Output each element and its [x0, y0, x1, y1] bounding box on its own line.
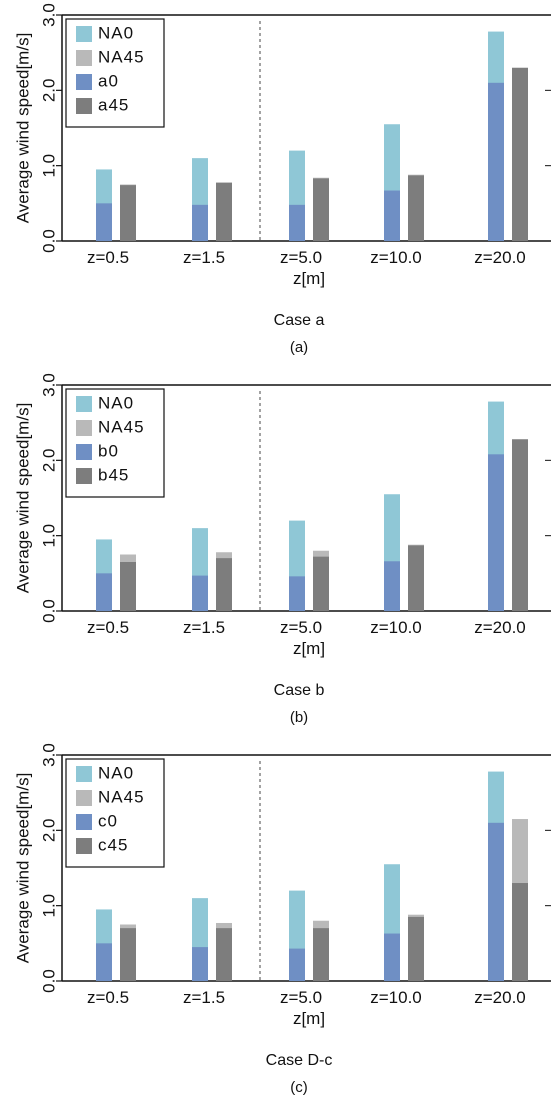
bar-c45-overlay — [216, 928, 232, 981]
y-tick-label: 1.0 — [39, 154, 58, 178]
y-axis-title: Average wind speed[m/s] — [13, 403, 32, 594]
panel-label: (a) — [290, 339, 308, 356]
legend-label: NA0 — [98, 393, 134, 412]
legend-swatch-na45 — [76, 420, 92, 436]
bar-a0 — [384, 190, 400, 241]
x-tick-label: z=10.0 — [370, 248, 422, 267]
legend-swatch-na45 — [76, 790, 92, 806]
bar-c45-overlay — [313, 928, 329, 981]
bar-b0 — [488, 454, 504, 611]
legend-swatch-a0 — [76, 74, 92, 90]
y-tick-label: 1.0 — [39, 894, 58, 918]
y-axis-title: Average wind speed[m/s] — [13, 33, 32, 224]
bar-b45-overlay — [408, 545, 424, 611]
y-tick-label: 1.0 — [39, 524, 58, 548]
x-tick-label: z=5.0 — [280, 248, 322, 267]
chart-caption: Case D-c — [266, 1052, 333, 1069]
y-tick-label: 3.0 — [39, 3, 58, 27]
x-tick-label: z=20.0 — [474, 248, 526, 267]
bar-a0 — [289, 204, 305, 241]
panel-label: (c) — [290, 1079, 308, 1096]
x-tick-label: z=10.0 — [370, 988, 422, 1007]
legend-swatch-a45 — [76, 98, 92, 114]
bar-a0 — [488, 82, 504, 241]
x-tick-label: z=5.0 — [280, 988, 322, 1007]
bar-b45-overlay — [216, 558, 232, 611]
bar-a45-overlay — [216, 182, 232, 241]
y-tick-label: 0.0 — [39, 229, 58, 253]
bar-b0 — [96, 573, 112, 611]
legend-swatch-b45 — [76, 468, 92, 484]
legend-label: b45 — [98, 465, 129, 484]
legend-label: NA45 — [98, 47, 145, 66]
legend-label: NA45 — [98, 787, 145, 806]
panel-label: (b) — [290, 709, 308, 726]
x-tick-label: z=1.5 — [183, 988, 225, 1007]
chart-panel-a: 0.0 1.0 2.0 3.0 Average wind speed[m/s] z=0.5… — [13, 3, 551, 356]
x-tick-label: z=20.0 — [474, 618, 526, 637]
y-tick-label: 2.0 — [39, 819, 58, 843]
chart-caption: Case b — [274, 682, 325, 699]
legend-label: NA45 — [98, 417, 145, 436]
bar-b0 — [289, 576, 305, 611]
bar-b0 — [192, 575, 208, 611]
x-axis-title: z[m] — [293, 269, 325, 288]
x-tick-label: z=0.5 — [87, 618, 129, 637]
x-tick-label: z=0.5 — [87, 248, 129, 267]
bar-a0 — [96, 203, 112, 241]
legend-swatch-b0 — [76, 444, 92, 460]
chart-caption: Case a — [274, 312, 325, 329]
x-tick-label: z=1.5 — [183, 618, 225, 637]
legend-swatch-na0 — [76, 396, 92, 412]
legend-swatch-na45 — [76, 50, 92, 66]
bar-c45-overlay — [120, 928, 136, 981]
legend-swatch-na0 — [76, 26, 92, 42]
bar-a45-overlay — [313, 178, 329, 241]
bar-c0 — [192, 947, 208, 981]
y-tick-label: 0.0 — [39, 599, 58, 623]
x-axis-title: z[m] — [293, 1009, 325, 1028]
bar-a0 — [192, 204, 208, 241]
legend-label: a0 — [98, 71, 119, 90]
x-tick-label: z=5.0 — [280, 618, 322, 637]
y-tick-label: 3.0 — [39, 373, 58, 397]
bar-c0 — [96, 943, 112, 981]
y-axis-title: Average wind speed[m/s] — [13, 773, 32, 964]
y-tick-label: 2.0 — [39, 449, 58, 473]
x-tick-label: z=10.0 — [370, 618, 422, 637]
bar-b0 — [384, 561, 400, 611]
y-tick-label: 0.0 — [39, 969, 58, 993]
legend-swatch-c45 — [76, 838, 92, 854]
legend-label: b0 — [98, 441, 119, 460]
bar-c45-overlay — [512, 883, 528, 981]
bar-c0 — [384, 933, 400, 981]
bar-c0 — [488, 822, 504, 981]
x-tick-label: z=20.0 — [474, 988, 526, 1007]
chart-panel-c: 0.0 1.0 2.0 3.0 Average wind speed[m/s] z=0.5… — [13, 743, 551, 1096]
legend-label: c0 — [98, 811, 118, 830]
bar-a45 — [512, 67, 528, 241]
bar-b45 — [512, 439, 528, 611]
legend-label: a45 — [98, 95, 129, 114]
legend-label: NA0 — [98, 23, 134, 42]
y-tick-label: 3.0 — [39, 743, 58, 767]
bar-b45-overlay — [120, 562, 136, 611]
legend-label: c45 — [98, 835, 128, 854]
bar-c45-overlay — [408, 916, 424, 981]
bar-b45-overlay — [313, 556, 329, 611]
chart-panel-b: 0.0 1.0 2.0 3.0 Average wind speed[m/s] z=0.5… — [13, 373, 551, 726]
x-axis-title: z[m] — [293, 639, 325, 658]
bar-c0 — [289, 948, 305, 981]
legend-swatch-c0 — [76, 814, 92, 830]
x-tick-label: z=0.5 — [87, 988, 129, 1007]
legend-swatch-na0 — [76, 766, 92, 782]
x-tick-label: z=1.5 — [183, 248, 225, 267]
bar-a45-overlay — [408, 175, 424, 241]
bar-a45-overlay — [120, 185, 136, 241]
legend-label: NA0 — [98, 763, 134, 782]
y-tick-label: 2.0 — [39, 79, 58, 103]
